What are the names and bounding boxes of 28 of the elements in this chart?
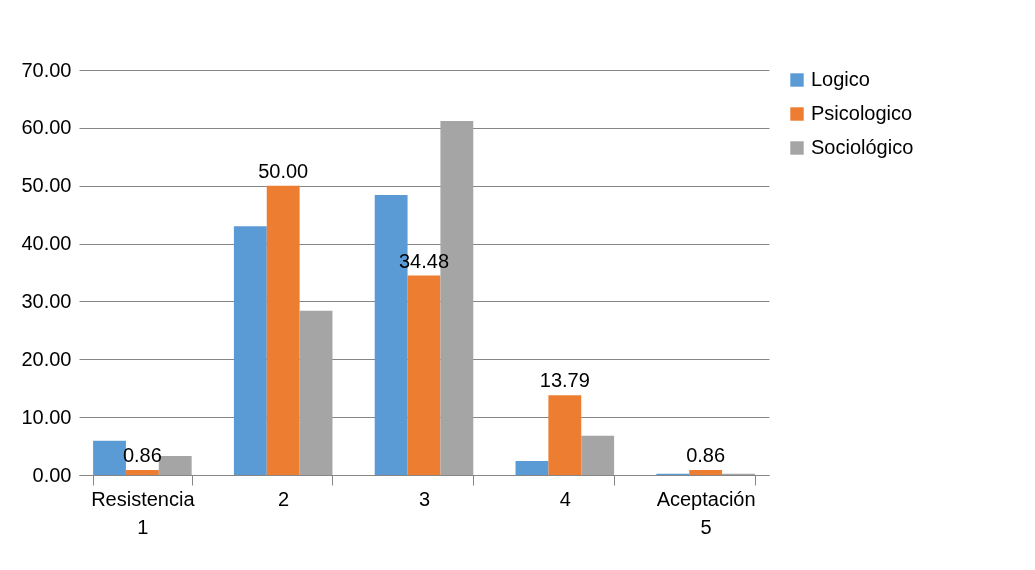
x-tick-label: 4 [559,487,571,510]
bar [581,435,615,475]
bar [266,185,300,475]
x-tick-label: Aceptación 5 [656,487,756,538]
bar [125,470,159,475]
legend-label: Psicologico [811,102,913,124]
x-tick-label: 3 [418,487,431,510]
y-tick-label: 0.00 [32,463,72,486]
y-tick-label: 60.00 [21,116,72,139]
legend-label: Logico [811,68,870,90]
data-label: 0.86 [686,444,726,467]
bar [407,275,441,475]
y-tick-label: 30.00 [21,289,72,312]
y-tick-label: 40.00 [21,232,72,255]
x-tick-label: 2 [278,487,290,510]
y-tick-label: 50.00 [21,174,72,197]
data-label: 50.00 [258,159,309,182]
bar [233,226,267,475]
bar [689,470,723,475]
y-tick-label: 20.00 [21,347,72,370]
legend-label: Sociológico [811,136,914,158]
x-tick-label: Resistencia 1 [91,487,196,538]
data-label: 13.79 [539,369,590,392]
bar [515,461,549,475]
y-tick-label: 10.00 [21,405,72,428]
bar [548,395,582,475]
bar [299,310,333,475]
y-tick-label: 70.00 [21,58,72,81]
